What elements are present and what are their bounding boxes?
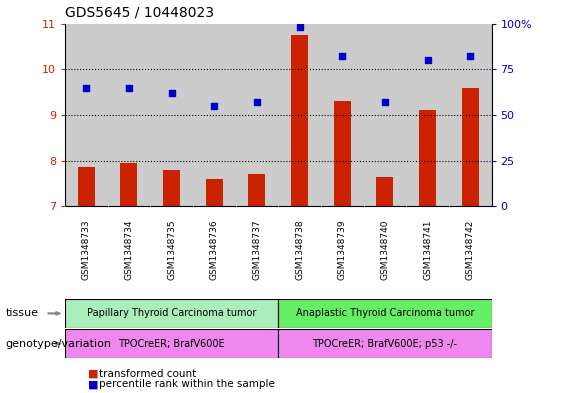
Point xyxy=(295,24,304,30)
Text: tissue: tissue xyxy=(6,309,38,318)
Bar xyxy=(321,24,364,206)
Text: GSM1348734: GSM1348734 xyxy=(124,220,133,280)
Text: GSM1348742: GSM1348742 xyxy=(466,220,475,280)
Bar xyxy=(163,170,180,206)
Text: GSM1348735: GSM1348735 xyxy=(167,220,176,280)
Text: Anaplastic Thyroid Carcinoma tumor: Anaplastic Thyroid Carcinoma tumor xyxy=(295,309,474,318)
Bar xyxy=(236,24,278,206)
Bar xyxy=(291,35,308,206)
Text: GSM1348733: GSM1348733 xyxy=(82,220,91,280)
Bar xyxy=(376,176,393,206)
Text: GSM1348740: GSM1348740 xyxy=(380,220,389,280)
Text: transformed count: transformed count xyxy=(99,369,196,379)
Point xyxy=(380,99,389,105)
Bar xyxy=(462,88,479,206)
Point xyxy=(466,53,475,60)
Point xyxy=(253,99,262,105)
Bar xyxy=(364,24,406,206)
Bar xyxy=(449,24,492,206)
Bar xyxy=(278,299,492,328)
Text: GSM1348737: GSM1348737 xyxy=(253,220,262,280)
Bar xyxy=(65,329,278,358)
Bar xyxy=(78,167,95,206)
Text: TPOCreER; BrafV600E; p53 -/-: TPOCreER; BrafV600E; p53 -/- xyxy=(312,339,458,349)
Bar xyxy=(206,179,223,206)
Bar xyxy=(249,174,266,206)
Text: GSM1348739: GSM1348739 xyxy=(338,220,347,280)
Text: ■: ■ xyxy=(88,379,98,389)
Point xyxy=(82,84,91,91)
Bar xyxy=(406,24,449,206)
Text: GSM1348741: GSM1348741 xyxy=(423,220,432,280)
Bar xyxy=(334,101,351,206)
Bar xyxy=(120,163,137,206)
Bar xyxy=(65,24,107,206)
Point xyxy=(167,90,176,96)
Text: Papillary Thyroid Carcinoma tumor: Papillary Thyroid Carcinoma tumor xyxy=(87,309,257,318)
Point xyxy=(210,103,219,109)
Text: TPOCreER; BrafV600E: TPOCreER; BrafV600E xyxy=(118,339,225,349)
Bar xyxy=(419,110,436,206)
Text: genotype/variation: genotype/variation xyxy=(6,339,112,349)
Bar xyxy=(150,24,193,206)
Point xyxy=(124,84,133,91)
Text: GSM1348738: GSM1348738 xyxy=(295,220,304,280)
Text: GSM1348736: GSM1348736 xyxy=(210,220,219,280)
Text: GDS5645 / 10448023: GDS5645 / 10448023 xyxy=(65,6,214,20)
Bar xyxy=(107,24,150,206)
Bar xyxy=(279,24,321,206)
Bar xyxy=(278,329,492,358)
Text: ■: ■ xyxy=(88,369,98,379)
Bar xyxy=(65,299,278,328)
Point xyxy=(338,53,347,60)
Bar xyxy=(193,24,236,206)
Point xyxy=(423,57,432,63)
Text: percentile rank within the sample: percentile rank within the sample xyxy=(99,379,275,389)
